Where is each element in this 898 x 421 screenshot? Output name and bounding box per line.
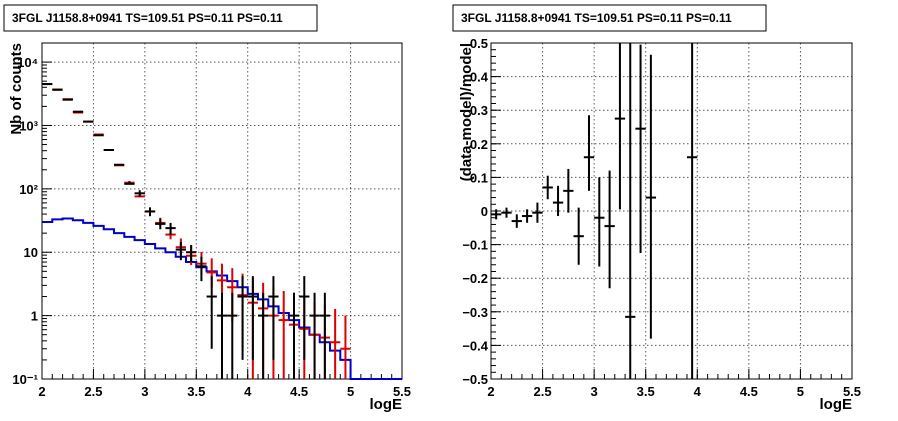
data-point <box>299 276 310 360</box>
data-point <box>227 292 238 379</box>
residual-point <box>542 175 553 200</box>
x-tick-label: 3 <box>591 384 598 399</box>
residual-point <box>552 185 564 217</box>
y-tick-label: −0.1 <box>462 238 488 253</box>
y-tick-label: 1 <box>31 309 38 324</box>
data-point <box>237 276 248 360</box>
x-tick-label: 5.5 <box>393 384 411 399</box>
counts-spectrum-panel: 3FGL J1158.8+0941 TS=109.51 PS=0.11 PS=0… <box>3 4 411 413</box>
data-point <box>124 181 135 185</box>
x-tick-label: 3.5 <box>187 384 205 399</box>
data-point <box>288 292 300 379</box>
data-point <box>278 290 289 379</box>
y-axis-title: (data-model)/model <box>458 43 475 181</box>
x-axis-title: logE <box>820 396 853 413</box>
residual-point <box>501 207 512 218</box>
data-point <box>165 222 176 235</box>
residual-point <box>614 43 626 210</box>
grid <box>491 43 852 379</box>
residual-point <box>635 44 646 253</box>
residual-point <box>573 207 584 265</box>
data-counts-series <box>42 83 330 379</box>
y-tick-label: −0.3 <box>462 305 488 320</box>
y-tick-label: 0.3 <box>470 103 488 118</box>
y-tick-labels: 10⁻¹ 1 10 10² 10³ 10⁴ <box>12 55 38 387</box>
x-tick-label: 5.5 <box>843 384 861 399</box>
chart-title: 3FGL J1158.8+0941 TS=109.51 PS=0.11 PS=0… <box>12 11 283 25</box>
residual-point <box>625 43 636 379</box>
y-tick-label: 10² <box>19 182 38 197</box>
x-tick-label: 3.5 <box>637 384 655 399</box>
x-tick-label: 5 <box>797 384 804 399</box>
title-box <box>3 4 318 32</box>
data-point <box>309 292 320 379</box>
data-point <box>175 242 186 261</box>
residual-point <box>686 43 698 379</box>
tick-marks <box>490 42 853 380</box>
x-tick-label: 4.5 <box>290 384 308 399</box>
y-tick-labels: −0.5 −0.4 −0.3 −0.2 −0.1 0 0.1 0.2 0.3 0.4 0.5 <box>462 36 488 387</box>
residual-point <box>511 214 522 228</box>
x-tick-label: 4 <box>244 384 252 399</box>
x-tick-label: 2 <box>38 384 45 399</box>
data-point <box>268 276 279 360</box>
x-tick-labels: 2 2.5 3 3.5 4 4.5 5 5.5 <box>487 384 861 399</box>
data-point <box>134 190 145 197</box>
x-tick-label: 4.5 <box>740 384 758 399</box>
x-tick-label: 4 <box>694 384 702 399</box>
data-point <box>319 292 330 379</box>
data-point <box>340 315 351 379</box>
y-tick-label: 10 <box>24 245 38 260</box>
chart-title: 3FGL J1158.8+0941 TS=109.51 PS=0.11 PS=0… <box>461 11 732 25</box>
y-tick-label: −0.2 <box>462 271 488 286</box>
residual-point <box>532 202 543 223</box>
grid <box>42 43 402 379</box>
y-tick-label: 0 <box>481 204 488 219</box>
data-series <box>42 83 402 380</box>
x-tick-labels: 2 2.5 3 3.5 4 4.5 5 5.5 <box>38 384 411 399</box>
y-tick-label: 0.1 <box>470 170 488 185</box>
y-tick-label: 10³ <box>19 118 38 133</box>
y-tick-label: −0.5 <box>462 372 488 387</box>
residual-point <box>563 169 574 213</box>
residual-point <box>645 54 657 339</box>
residual-point <box>491 209 502 220</box>
residual-point <box>521 209 533 223</box>
x-tick-label: 5 <box>347 384 354 399</box>
data-point <box>216 292 228 379</box>
y-tick-label: 0.2 <box>470 137 488 152</box>
data-point <box>258 292 269 379</box>
data-point <box>206 276 217 349</box>
x-tick-label: 2 <box>487 384 494 399</box>
data-point <box>155 218 166 230</box>
y-tick-label: 0.4 <box>470 70 489 85</box>
x-tick-label: 3 <box>141 384 148 399</box>
x-tick-label: 2.5 <box>534 384 552 399</box>
residual-point <box>583 115 595 191</box>
title-box <box>452 4 767 32</box>
data-point <box>186 245 197 263</box>
y-tick-label: 0.5 <box>470 36 488 51</box>
residual-point <box>594 177 605 267</box>
y-tick-label: 10⁴ <box>17 55 38 70</box>
data-series <box>491 43 698 379</box>
y-tick-label: 10⁻¹ <box>12 372 38 387</box>
y-axis-title: Nb of counts <box>8 43 25 135</box>
data-point <box>196 256 207 282</box>
x-axis-title: logE <box>370 396 403 413</box>
x-tick-label: 2.5 <box>84 384 102 399</box>
residual-point <box>604 170 615 289</box>
data-point <box>330 308 341 379</box>
data-point <box>144 207 156 217</box>
data-point <box>247 276 258 360</box>
residual-panel: 3FGL J1158.8+0941 TS=109.51 PS=0.11 PS=0… <box>452 4 861 413</box>
y-tick-label: −0.4 <box>462 338 488 353</box>
